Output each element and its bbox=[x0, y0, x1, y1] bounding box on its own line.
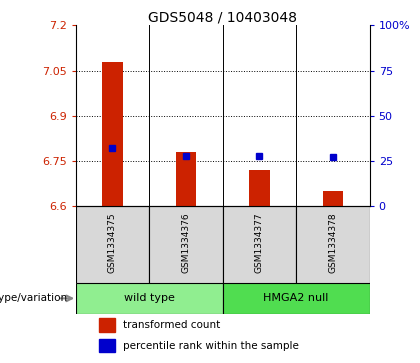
Text: percentile rank within the sample: percentile rank within the sample bbox=[123, 341, 299, 351]
Bar bbox=[249, 170, 270, 206]
Bar bbox=[223, 283, 370, 314]
Bar bbox=[223, 206, 296, 283]
Bar bbox=[76, 206, 149, 283]
Bar bbox=[76, 283, 223, 314]
Title: GDS5048 / 10403048: GDS5048 / 10403048 bbox=[148, 10, 297, 24]
Text: GSM1334377: GSM1334377 bbox=[255, 213, 264, 273]
Bar bbox=[99, 339, 115, 352]
Text: wild type: wild type bbox=[123, 293, 175, 303]
Bar bbox=[323, 191, 343, 206]
Text: HMGA2 null: HMGA2 null bbox=[263, 293, 329, 303]
Text: genotype/variation: genotype/variation bbox=[0, 293, 67, 303]
Bar bbox=[149, 206, 223, 283]
Bar bbox=[99, 318, 115, 331]
Bar bbox=[102, 62, 123, 206]
Text: GSM1334376: GSM1334376 bbox=[181, 213, 190, 273]
Text: GSM1334375: GSM1334375 bbox=[108, 213, 117, 273]
Text: transformed count: transformed count bbox=[123, 320, 220, 330]
Bar bbox=[296, 206, 370, 283]
Bar bbox=[176, 152, 196, 206]
Text: GSM1334378: GSM1334378 bbox=[328, 213, 337, 273]
